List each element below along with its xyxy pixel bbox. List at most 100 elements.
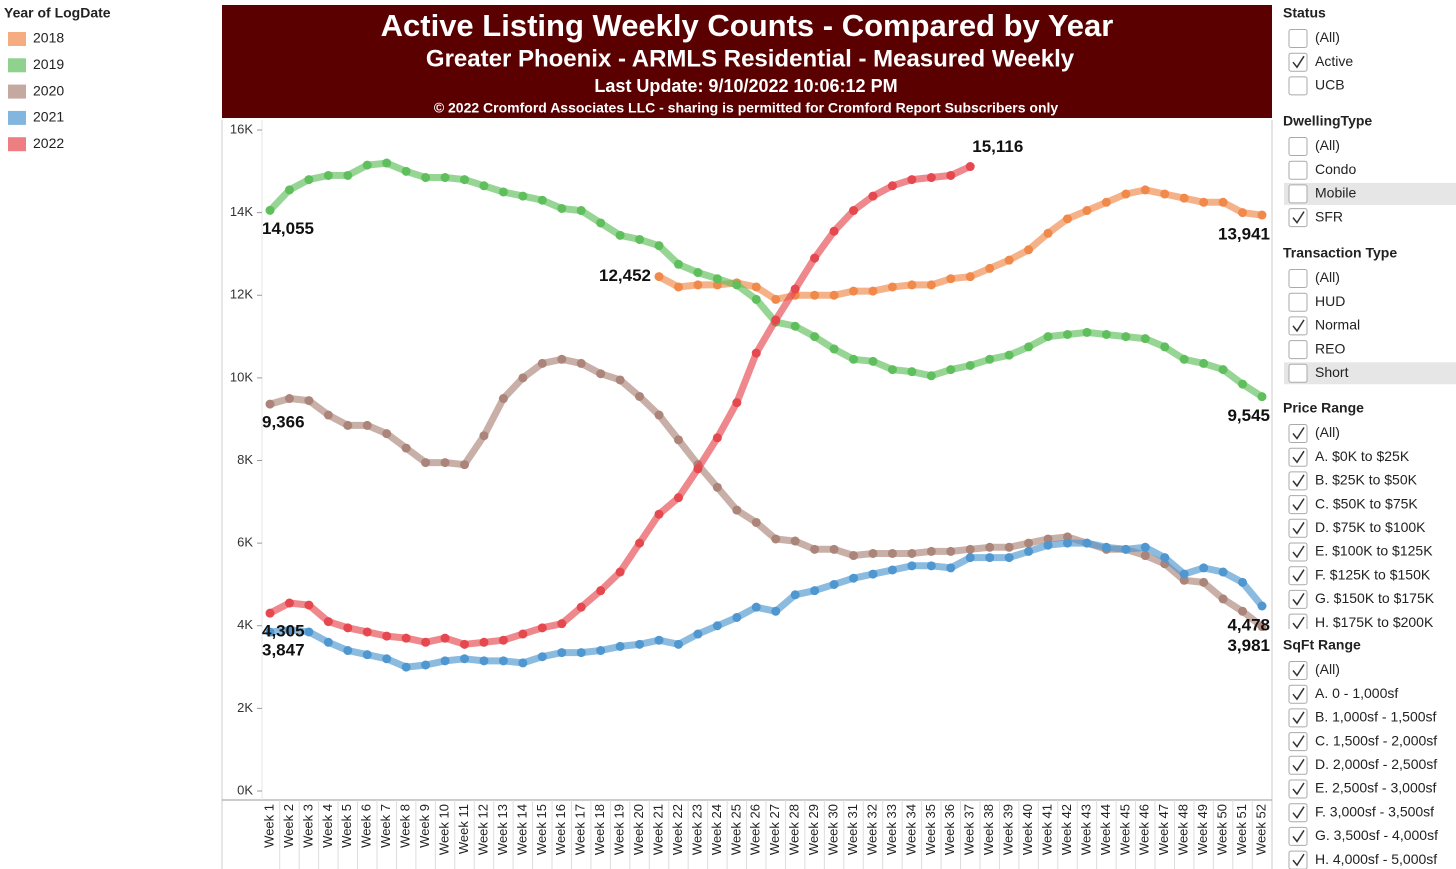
filter-group: Transaction Type (All) HUD Normal REO Short [1283, 245, 1456, 385]
x-tick-label: Week 38 [981, 804, 996, 855]
filter-option[interactable]: E. 2,500sf - 3,000sf [1288, 779, 1437, 799]
checkbox[interactable] [1288, 269, 1308, 288]
data-point [615, 375, 625, 385]
filter-option[interactable]: SFR [1288, 208, 1343, 228]
checkbox[interactable] [1288, 613, 1308, 632]
checkbox[interactable] [1288, 826, 1308, 846]
data-point [829, 579, 839, 589]
filter-option[interactable]: Active [1288, 52, 1353, 72]
check-mark [1292, 521, 1305, 535]
x-tick-label: Week 10 [436, 804, 451, 855]
checkbox[interactable] [1288, 208, 1308, 228]
filter-option[interactable]: C. 1,500sf - 2,000sf [1288, 732, 1437, 752]
x-tick-label: Week 18 [592, 804, 607, 855]
data-point [557, 619, 567, 629]
filter-option[interactable]: G. 3,500sf - 4,000sf [1288, 826, 1438, 846]
data-point [1004, 542, 1014, 552]
filter-option[interactable]: Mobile [1284, 182, 1456, 205]
filter-option[interactable]: H. $175K to $200K [1288, 613, 1434, 632]
filter-option[interactable]: (All) [1288, 29, 1340, 48]
check-mark [1292, 687, 1305, 701]
checkbox[interactable] [1288, 292, 1308, 312]
data-point [1238, 379, 1248, 389]
checkbox[interactable] [1288, 661, 1308, 680]
checkbox[interactable] [1288, 518, 1308, 538]
checkbox[interactable] [1288, 779, 1308, 799]
data-point [265, 627, 275, 637]
data-point [887, 282, 897, 292]
checkbox[interactable] [1288, 471, 1308, 491]
checkbox[interactable] [1288, 52, 1308, 72]
filter-option[interactable]: D. 2,000sf - 2,500sf [1288, 755, 1437, 775]
data-point [693, 268, 703, 278]
checkbox[interactable] [1288, 542, 1308, 562]
filter-option[interactable]: HUD [1288, 292, 1345, 312]
filter-option[interactable]: B. $25K to $50K [1288, 471, 1418, 491]
checkbox[interactable] [1288, 850, 1308, 869]
check-mark [1292, 474, 1305, 488]
data-point [1043, 534, 1053, 544]
filter-option[interactable]: F. $125K to $150K [1288, 566, 1431, 586]
filter-option[interactable]: Condo [1288, 160, 1356, 180]
filter-label: Mobile [1315, 185, 1356, 201]
filter-option[interactable]: F. 3,000sf - 3,500sf [1288, 803, 1434, 823]
checkbox[interactable] [1288, 137, 1308, 156]
filter-option[interactable]: (All) [1288, 661, 1340, 680]
filter-option[interactable]: REO [1288, 340, 1345, 360]
check-mark [1292, 211, 1305, 224]
series-line [266, 159, 1266, 401]
filter-option[interactable]: H. 4,000sf - 5,000sf [1288, 850, 1437, 869]
data-point [829, 544, 839, 554]
data-point [771, 315, 781, 325]
filter-option[interactable]: G. $150K to $175K [1288, 589, 1435, 609]
data-point [635, 391, 645, 401]
checkbox[interactable] [1288, 184, 1308, 204]
checkbox[interactable] [1288, 340, 1308, 360]
data-point [1160, 342, 1170, 352]
data-point [985, 542, 995, 552]
checkbox[interactable] [1288, 160, 1308, 180]
filter-option[interactable]: E. $100K to $125K [1288, 542, 1433, 562]
checkbox[interactable] [1288, 76, 1308, 96]
data-point [732, 505, 742, 515]
filter-option[interactable]: UCB [1288, 76, 1345, 96]
value-label: 3,847 [262, 641, 305, 660]
checkbox[interactable] [1288, 363, 1308, 383]
checkbox[interactable] [1288, 755, 1308, 775]
y-tick-label: 0K [237, 782, 253, 797]
checkbox[interactable] [1288, 495, 1308, 515]
data-point [946, 170, 956, 180]
data-point [284, 598, 294, 608]
checkbox[interactable] [1288, 589, 1308, 609]
checkbox[interactable] [1288, 566, 1308, 586]
filter-option[interactable]: D. $75K to $100K [1288, 518, 1426, 538]
checkbox[interactable] [1288, 29, 1308, 48]
checkbox[interactable] [1288, 732, 1308, 752]
checkbox[interactable] [1288, 424, 1308, 443]
checkbox[interactable] [1288, 684, 1308, 704]
filter-option[interactable]: (All) [1288, 424, 1340, 443]
checkbox[interactable] [1288, 708, 1308, 728]
data-point [887, 565, 897, 575]
x-tick-label: Week 41 [1039, 804, 1054, 855]
filter-option[interactable]: (All) [1288, 137, 1340, 156]
data-point [810, 332, 820, 342]
checkbox[interactable] [1288, 447, 1308, 467]
filter-option[interactable]: A. $0K to $25K [1288, 447, 1410, 467]
data-point [1024, 538, 1034, 548]
filter-option[interactable]: Short [1284, 362, 1456, 385]
data-point [1043, 332, 1053, 342]
data-point [1199, 197, 1209, 207]
checkbox[interactable] [1288, 803, 1308, 823]
filter-label: A. 0 - 1,000sf [1315, 685, 1398, 701]
filter-option[interactable]: B. 1,000sf - 1,500sf [1288, 708, 1437, 728]
checkbox[interactable] [1288, 316, 1308, 336]
filter-option[interactable]: C. $50K to $75K [1288, 495, 1418, 515]
filter-option[interactable]: (All) [1288, 269, 1340, 288]
filter-label: H. 4,000sf - 5,000sf [1315, 851, 1437, 867]
data-point [1257, 210, 1267, 220]
filter-option[interactable]: A. 0 - 1,000sf [1288, 684, 1398, 704]
filter-option[interactable]: Normal [1288, 316, 1360, 336]
data-point [635, 234, 645, 244]
